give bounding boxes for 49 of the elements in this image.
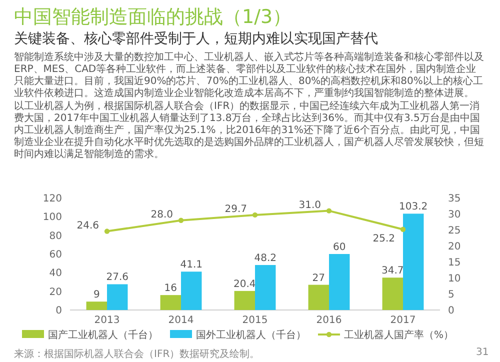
data-label: 29.7 xyxy=(224,204,247,215)
y2-tick-label: 30 xyxy=(448,210,461,220)
legend-label: 国产工业机器人（千台） xyxy=(48,329,158,341)
x-tick-label: 2016 xyxy=(316,315,342,326)
y-tick-label: 120 xyxy=(42,194,62,204)
y-tick-label: 60 xyxy=(49,250,62,260)
title: 中国智能制造面临的挑战（1/3） xyxy=(14,5,292,30)
data-label: 27 xyxy=(312,272,326,284)
annotation: 智能制造系统中涉及大量的数控加工中心、工业机器人、嵌入式芯片等各种高端制造装备和核心零部件以及ERP、MES、CAD等各种工业软件，而上述装备、零部件以及工业软件的核心技术在国外，国内制造企业只能大量进口。目前，我国近90%的芯片、70%的工业机器人、80%的高档数控机床和80%以上的核心工业软件依赖进口。这造成国内制造业企业智能化改造成本居高不下，严重制约我国智能制造的整体进展。 xyxy=(14,52,485,100)
y2-tick-label: 10 xyxy=(448,274,461,284)
data-label: 20.4 xyxy=(234,278,256,290)
point xyxy=(178,218,184,223)
data-label: 103.2 xyxy=(399,202,428,213)
subtitle: 关键装备、核心零部件受制于人，短期内难以实现国产替代 xyxy=(14,30,378,48)
data-label: 25.2 xyxy=(372,233,395,244)
data-label: 41.1 xyxy=(180,260,202,271)
x-tick-label: 2013 xyxy=(94,315,120,326)
annotation: 以工业机器人为例，根据国际机器人联合会（IFR）的数据显示，中国已经连续六年成为工业机器人第一消费大国，2017年中国工业机器人销量达到了13.8万台，全球占比达到36%。而其中仅有3.5万台是由中国内工业机器人制造商生产，国产率仅为25.1%，比2016年的31%还下降了近6个百分点。由此可见，中国制造业企业在提升自动化水平时优先选取的是选购国外品牌的工业机器人，国产机器人尽管发展较快，但短时间内难以满足智能制造的需求。 xyxy=(14,101,485,161)
data-label: 28.0 xyxy=(150,209,173,220)
y2-tick-label: 35 xyxy=(448,194,461,204)
point xyxy=(104,228,110,234)
data-label: 60 xyxy=(332,242,346,253)
x-tick-label: 2014 xyxy=(168,315,194,326)
point xyxy=(326,208,332,214)
y-tick-label: 80 xyxy=(49,230,62,242)
point xyxy=(400,226,406,232)
annotation-page: 31 xyxy=(476,347,489,358)
annotation-source: 来源：根据国际机器人联合会（IFR）数据研究及绘制。 xyxy=(14,348,260,361)
data-label: 31.0 xyxy=(298,200,321,211)
y-tick-label: 20 xyxy=(49,286,62,298)
y2-tick-label: 5 xyxy=(448,290,454,300)
data-label: 24.6 xyxy=(76,220,99,232)
data-label: 16 xyxy=(164,283,178,294)
data-label: 34.7 xyxy=(382,266,404,277)
y2-tick-label: 20 xyxy=(448,242,461,252)
y-tick-label: 0 xyxy=(56,306,62,316)
y2-tick-label: 15 xyxy=(448,258,461,268)
y-tick-label: 40 xyxy=(49,268,62,280)
data-label: 9 xyxy=(93,290,100,301)
y2-tick-label: 25 xyxy=(448,226,461,236)
data-label: 48.2 xyxy=(254,253,276,264)
y2-tick-label: 0 xyxy=(448,306,454,316)
legend-label: 工业机器人国产率（%） xyxy=(344,329,454,341)
x-tick-label: 2017 xyxy=(390,315,416,326)
y-tick-label: 100 xyxy=(42,212,62,224)
data-label: 27.6 xyxy=(106,272,128,284)
legend-label: 国外工业机器人（千台） xyxy=(196,329,306,341)
point xyxy=(252,212,258,218)
x-tick-label: 2015 xyxy=(242,315,268,326)
